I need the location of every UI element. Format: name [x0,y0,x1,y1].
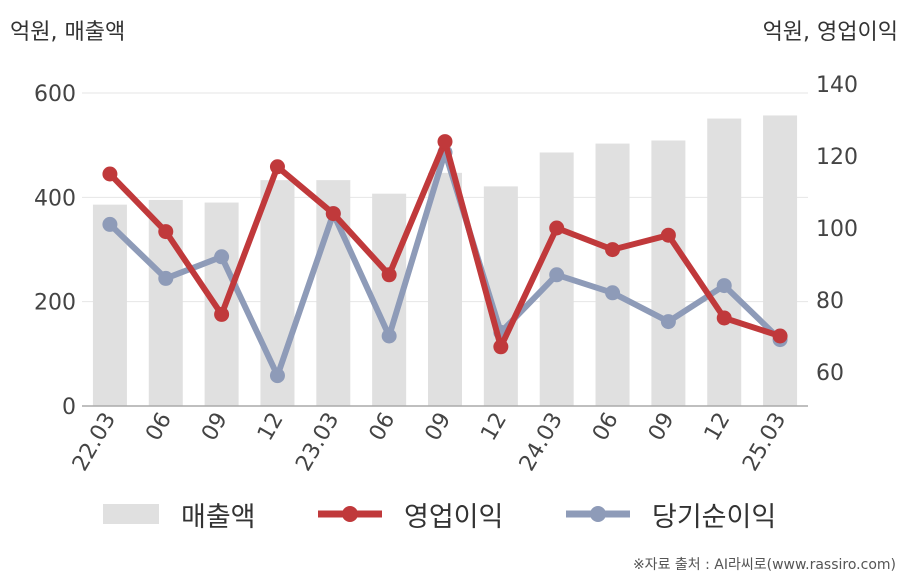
legend-swatch-bar [103,504,159,524]
point-net-income [549,267,565,283]
left-axis-unit: 억원, 매출액 [10,20,126,45]
point-operating-profit [102,166,118,182]
point-net-income [158,270,174,286]
y-left-tick-label: 400 [34,186,76,211]
point-operating-profit [716,310,732,326]
point-net-income [660,314,676,330]
point-net-income [605,285,621,301]
y-left-tick-label: 0 [62,395,76,420]
point-net-income [269,368,285,384]
x-tick-label: 09 [421,409,457,446]
point-net-income [716,278,732,294]
y-right-tick-label: 100 [816,217,858,242]
bar-sales [428,172,462,406]
bar-sales [651,140,686,406]
x-tick-label: 06 [365,409,401,446]
bar-sales [707,118,742,406]
legend-item-net-income: 당기순이익 [566,492,776,536]
x-tick-label: 09 [197,409,233,446]
legend-label: 매출액 [181,501,256,533]
point-operating-profit [269,159,285,175]
point-net-income [102,216,118,232]
bar-sales [763,115,798,406]
bar-sales [595,143,630,406]
y-left-tick-label: 600 [34,82,76,107]
y-right-tick-label: 120 [816,145,858,170]
bar-sales [204,202,239,406]
y-right-tick-label: 60 [816,361,844,386]
right-axis-unit: 억원, 영업이익 [762,20,898,45]
x-tick-label: 06 [141,409,177,446]
point-operating-profit [381,267,397,283]
point-operating-profit [325,206,341,222]
x-tick-label: 12 [700,409,736,446]
x-tick-label: 23.03 [291,409,344,476]
legend-swatch-line [318,506,382,522]
point-operating-profit [158,224,174,240]
point-operating-profit [549,220,565,236]
point-operating-profit [493,339,509,355]
y-left-tick-label: 200 [34,291,76,316]
x-tick-label: 25.03 [738,409,791,476]
legend-item-operating-profit: 영업이익 [318,492,503,536]
point-net-income [381,328,397,344]
x-tick-label: 09 [644,409,680,446]
legend-label: 당기순이익 [652,501,777,533]
point-operating-profit [772,328,788,344]
legend: 매출액 영업이익 당기순이익 [0,492,908,536]
point-operating-profit [214,306,230,322]
x-tick-label: 12 [253,409,289,446]
y-right-tick-label: 140 [816,73,858,98]
x-tick-label: 24.03 [515,409,568,476]
source-note: ※자료 출처 : AI라씨로(www.rassiro.com) [632,557,896,573]
legend-item-sales: 매출액 [103,492,256,536]
y-right-tick-label: 80 [816,289,844,314]
point-operating-profit [605,242,621,258]
x-tick-label: 06 [588,409,624,446]
point-operating-profit [660,227,676,243]
legend-label: 영업이익 [404,501,504,533]
x-tick-label: 12 [476,409,512,446]
point-net-income [214,249,230,265]
legend-swatch-line [566,506,630,522]
point-operating-profit [437,134,453,150]
